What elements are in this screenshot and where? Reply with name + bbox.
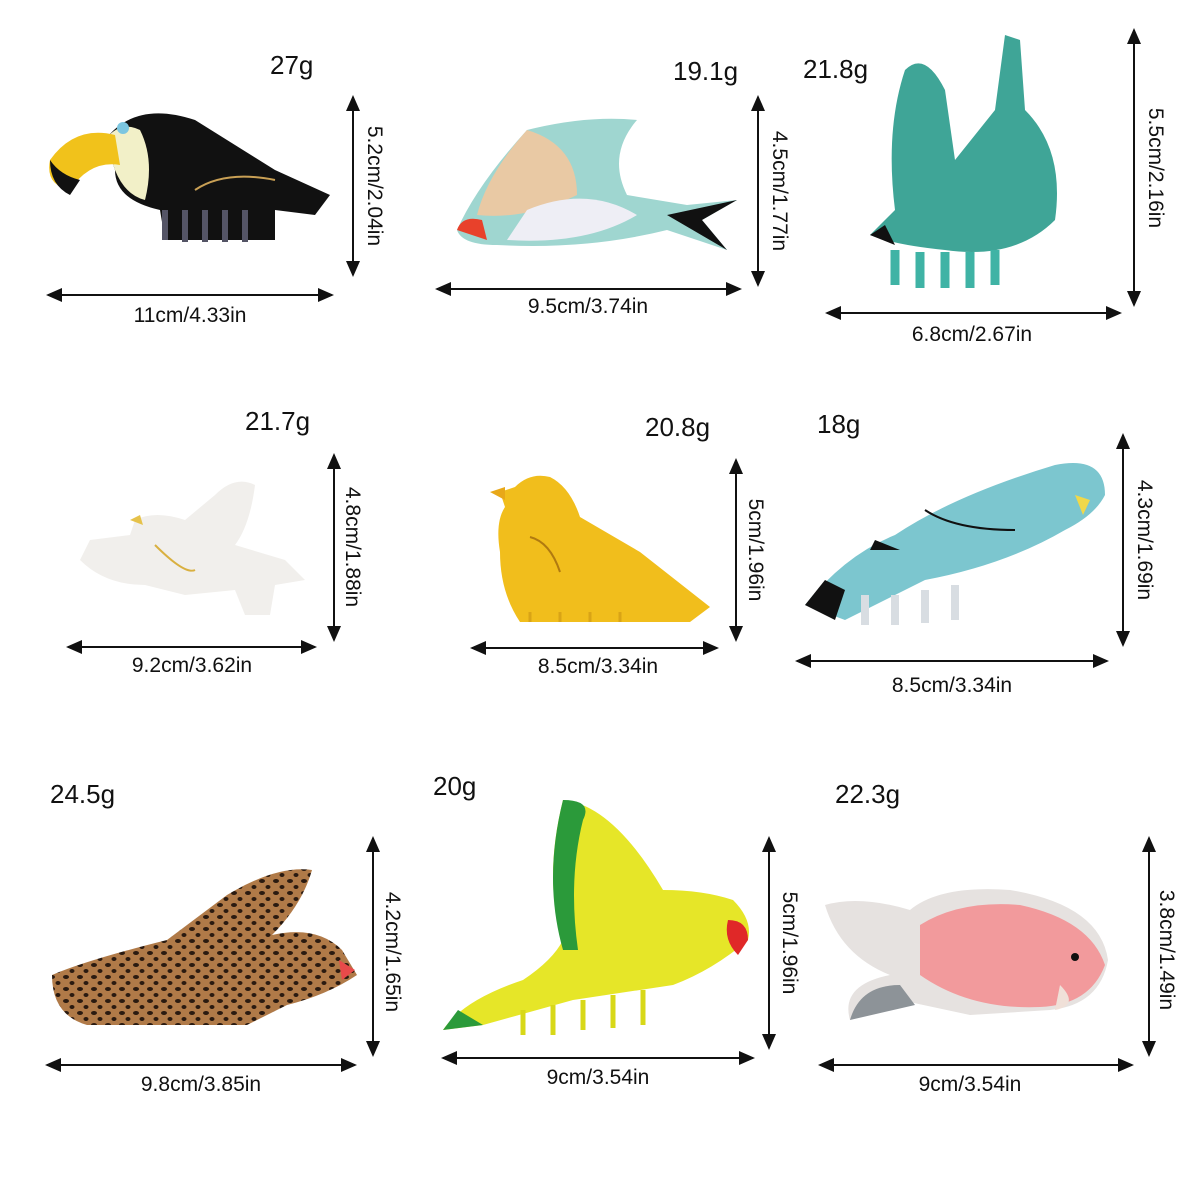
width-arrow: [818, 1058, 1134, 1072]
height-arrow: [1127, 28, 1141, 307]
weight-label: 18g: [817, 409, 861, 439]
width-label: 11cm/4.33in: [133, 304, 247, 327]
height-label: 5.5cm/2.16in: [1144, 107, 1167, 229]
width-arrow: [441, 1051, 755, 1065]
yellow-bird-clip-image: [490, 475, 710, 622]
leopard-bird-clip-image: [52, 869, 357, 1025]
width-arrow: [46, 288, 334, 302]
width-label: 9cm/3.54in: [546, 1066, 650, 1089]
parakeet-clip-image: [805, 463, 1105, 625]
height-label: 4.2cm/1.65in: [381, 891, 404, 1013]
height-label: 4.8cm/1.88in: [341, 486, 364, 608]
width-label: 8.5cm/3.34in: [537, 655, 659, 678]
width-label: 8.5cm/3.34in: [891, 674, 1013, 697]
height-arrow: [1142, 836, 1156, 1057]
weight-label: 22.3g: [835, 779, 901, 809]
width-arrow: [45, 1058, 357, 1072]
green-swallow-clip-image: [870, 35, 1057, 288]
yellow-parrot-clip-image: [443, 800, 749, 1035]
weight-label: 20.8g: [645, 412, 711, 442]
weight-label: 21.8g: [803, 54, 869, 84]
width-arrow: [66, 640, 317, 654]
height-arrow: [346, 95, 360, 277]
height-arrow: [366, 836, 380, 1057]
width-label: 9.8cm/3.85in: [140, 1073, 262, 1096]
pink-lovebird-clip-image: [825, 889, 1108, 1020]
height-label: 5cm/1.96in: [744, 498, 767, 602]
width-arrow: [795, 654, 1109, 668]
toucan-clip-image: [49, 113, 330, 242]
height-label: 4.3cm/1.69in: [1133, 479, 1156, 601]
width-label: 6.8cm/2.67in: [911, 323, 1033, 346]
width-arrow: [470, 641, 719, 655]
height-label: 3.8cm/1.49in: [1155, 889, 1178, 1011]
weight-label: 20g: [433, 771, 477, 801]
width-label: 9.5cm/3.74in: [527, 295, 649, 318]
width-label: 9.2cm/3.62in: [131, 654, 253, 677]
height-arrow: [762, 836, 776, 1050]
height-label: 4.5cm/1.77in: [768, 130, 791, 252]
height-arrow: [729, 458, 743, 642]
height-arrow: [1116, 433, 1130, 647]
height-arrow: [751, 95, 765, 287]
swallow-clip-image: [457, 118, 737, 250]
height-label: 5.2cm/2.04in: [363, 125, 386, 247]
dove-clip-image: [80, 481, 305, 615]
weight-label: 27g: [270, 50, 314, 80]
width-arrow: [435, 282, 742, 296]
width-arrow: [825, 306, 1122, 320]
weight-label: 21.7g: [245, 406, 311, 436]
width-label: 9cm/3.54in: [918, 1073, 1022, 1096]
height-arrow: [327, 453, 341, 642]
height-label: 5cm/1.96in: [778, 891, 801, 995]
weight-label: 24.5g: [50, 779, 116, 809]
weight-label: 19.1g: [673, 56, 739, 86]
